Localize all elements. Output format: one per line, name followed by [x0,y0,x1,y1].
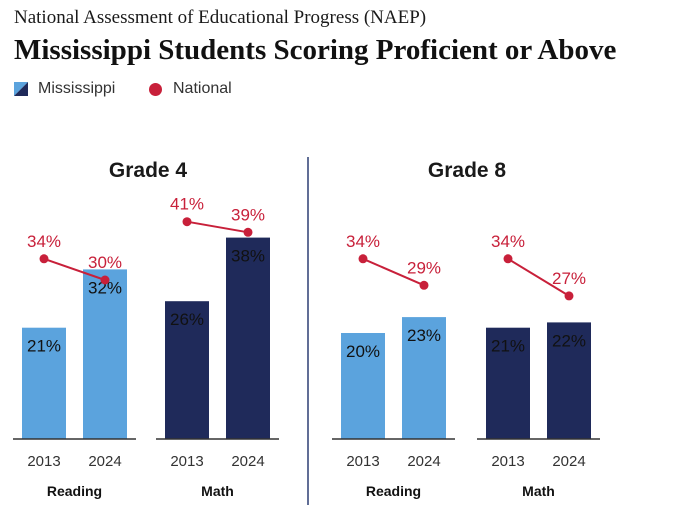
bar-grade-8-reading-2024 [402,317,446,439]
legend-label-national: National [173,80,232,97]
bar-value-label: 32% [88,278,122,297]
national-point [243,227,253,237]
national-value-label: 34% [27,232,61,251]
national-point [503,254,513,264]
national-value-label: 30% [88,253,122,272]
national-dot-icon [149,82,162,96]
legend-label-mississippi: Mississippi [38,80,116,97]
national-point [564,291,574,301]
year-tick-label: 2013 [27,453,60,470]
year-tick-label: 2024 [552,453,585,470]
bar-value-label: 26% [170,310,204,329]
year-tick-label: 2024 [88,453,121,470]
bar-grade-4-reading-2013 [22,327,66,439]
year-tick-label: 2024 [231,453,264,470]
bar-grade-8-math-2024 [547,322,591,439]
national-value-label: 34% [346,232,380,251]
national-point [358,254,368,264]
subject-label-reading: Reading [366,483,421,499]
national-point [100,275,110,285]
national-point [419,280,429,290]
national-trend-line [43,257,106,281]
chart-title: Mississippi Students Scoring Proficient … [14,34,617,66]
panel-title-1: Grade 8 [428,159,507,182]
national-trend-line [507,257,570,297]
year-tick-label: 2013 [170,453,203,470]
bar-grade-4-reading-2024 [83,269,127,439]
national-trend-line [186,220,249,234]
bar-value-label: 20% [346,342,380,361]
bar-grade-8-math-2013 [486,327,530,439]
bar-value-label: 21% [27,337,61,356]
mississippi-swatch-icon [14,82,28,96]
year-tick-label: 2024 [407,453,440,470]
bar-value-label: 22% [552,331,586,350]
subject-label-math: Math [522,483,555,499]
national-value-label: 29% [407,258,441,277]
year-tick-label: 2013 [346,453,379,470]
bar-value-label: 23% [407,326,441,345]
national-value-label: 41% [170,195,204,214]
national-value-label: 27% [552,269,586,288]
legend-item-national: National [149,78,232,100]
bar-grade-8-reading-2013 [341,333,385,439]
subject-label-math: Math [201,483,234,499]
legend-item-mississippi: Mississippi [14,78,115,100]
national-value-label: 34% [491,232,525,251]
bar-grade-4-math-2013 [165,301,209,439]
bar-value-label: 38% [231,247,265,266]
national-point [39,254,49,264]
national-point [182,217,192,227]
bar-grade-4-math-2024 [226,237,270,439]
subject-label-reading: Reading [47,483,102,499]
chart-supertitle: National Assessment of Educational Progr… [14,7,427,28]
panel-title-0: Grade 4 [109,159,188,182]
national-trend-line [362,257,425,287]
national-value-label: 39% [231,205,265,224]
bar-value-label: 21% [491,337,525,356]
year-tick-label: 2013 [491,453,524,470]
